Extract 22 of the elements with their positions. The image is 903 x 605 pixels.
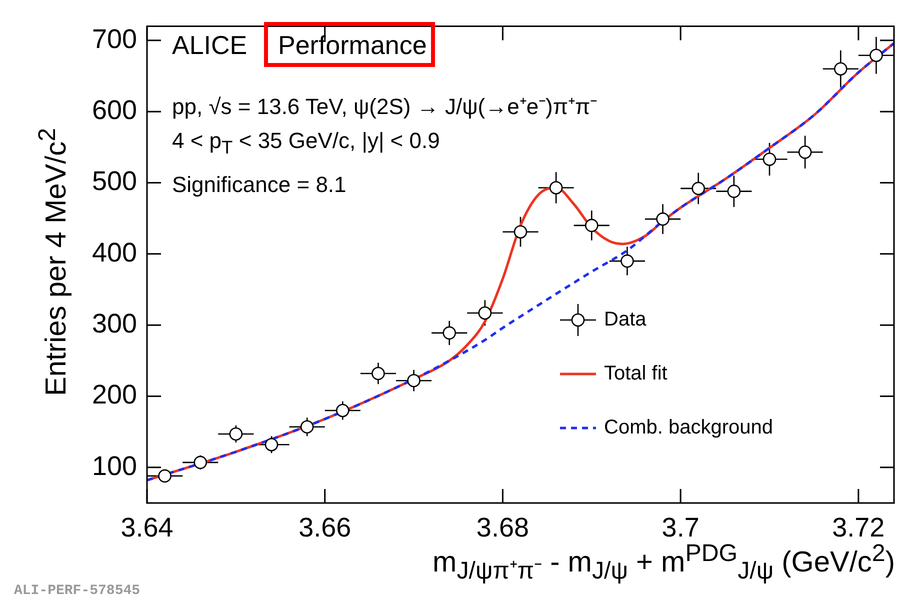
legend-label: Comb. background	[604, 416, 773, 439]
y-tick-label: 700	[92, 24, 137, 54]
x-tick-label: 3.72	[832, 512, 885, 543]
text: m$_{J/ψπ⁺π⁻}$ - m$_{J/ψ}$ + m$^{PDG}$$_{J/ψ}$ (GeV/c$^{2}$)	[432, 540, 895, 584]
annotation: Performance	[278, 30, 427, 61]
legend-label: Data	[604, 308, 648, 331]
annotation: Significance = 8.1	[172, 172, 346, 198]
y-tick-label: 200	[92, 380, 137, 410]
x-tick-label: 3.66	[298, 512, 352, 543]
y-tick-label: 100	[92, 450, 137, 481]
x-tick-label: 3.64	[120, 512, 174, 543]
legend-label: Total fit	[604, 362, 668, 385]
y-tick-label: 600	[92, 95, 137, 126]
annotation: 4 < p$_{T}$ < 35 GeV/c, |y| < 0.9	[172, 128, 440, 158]
annotation: pp, √s = 13.6 TeV, ψ(2S) → J/ψ(→e⁺e⁻)π⁺π⁻	[172, 93, 598, 120]
y-tick-label: 300	[92, 308, 137, 339]
x-tick-label: 3.7	[662, 512, 700, 543]
annotation: ALICE	[172, 30, 248, 61]
y-tick-label: 400	[92, 237, 137, 268]
text: ALI-PERF-578545	[14, 583, 140, 599]
x-tick-label: 3.68	[476, 512, 529, 543]
y-tick-label: 500	[92, 166, 137, 196]
